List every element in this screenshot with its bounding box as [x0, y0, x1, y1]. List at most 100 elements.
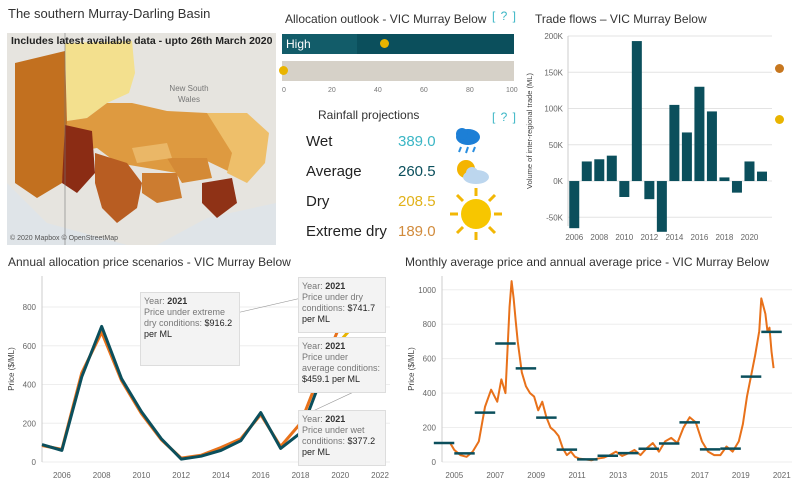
- allocation-high-label: High: [286, 37, 311, 51]
- trade-bar: [619, 181, 630, 197]
- x-tick-label: 2016: [252, 471, 270, 480]
- trade-title: Trade flows – VIC Murray Below: [535, 12, 707, 26]
- y-axis-label: Volume of inter-regional trade (ML): [525, 73, 534, 189]
- x-tick-label: 2020: [331, 471, 349, 480]
- rainfall-value-dry: 208.5: [398, 193, 436, 210]
- rainfall-value-extreme-dry: 189.0: [398, 223, 436, 240]
- trade-bar: [631, 41, 642, 182]
- trade-bar: [644, 181, 655, 200]
- y-tick-label: -50K: [546, 213, 564, 222]
- region-dark-red: [62, 125, 95, 193]
- y-tick-label: 600: [23, 342, 37, 351]
- x-tick-label: 2007: [486, 471, 504, 480]
- y-tick-label: 200K: [544, 32, 563, 41]
- allocation-tick: 40: [374, 87, 382, 94]
- x-tick-label: 2018: [716, 233, 734, 242]
- y-tick-label: 800: [23, 303, 37, 312]
- y-tick-label: 1000: [418, 286, 436, 295]
- rainfall-title: Rainfall projections: [318, 108, 420, 122]
- trade-bar: [719, 177, 730, 182]
- trade-bar: [694, 86, 705, 182]
- allocation-help-button[interactable]: [ ? ]: [492, 9, 518, 23]
- x-tick-label: 2017: [691, 471, 709, 480]
- allocation-axis: 0 20 40 60 80 100: [282, 87, 518, 94]
- x-tick-label: 2020: [741, 233, 759, 242]
- rainfall-label-wet: Wet: [306, 133, 333, 150]
- y-tick-label: 400: [23, 381, 37, 390]
- rainfall-label-extreme-dry: Extreme dry: [306, 223, 387, 240]
- allocation-tick: 80: [466, 87, 474, 94]
- trade-chart[interactable]: -50K 0K 50K 100K 150K 200K Volume of inter-reg…: [520, 26, 795, 248]
- region-north-yellow: [65, 41, 135, 121]
- x-tick-label: 2021: [773, 471, 791, 480]
- rainfall-label-average: Average: [306, 163, 362, 180]
- legend-dot-icon: [775, 115, 784, 124]
- allocation-tick: 20: [328, 87, 336, 94]
- tooltip-dry: Year: 2021 Price under dry conditions: $…: [298, 277, 386, 333]
- map-subtitle: Includes latest available data - upto 26…: [11, 35, 273, 47]
- allocation-bar-high[interactable]: High: [282, 34, 514, 54]
- allocation-bar-2[interactable]: [279, 61, 514, 81]
- x-tick-label: 2018: [292, 471, 310, 480]
- region-west-brown: [15, 51, 67, 198]
- x-tick-label: 2012: [172, 471, 190, 480]
- sun-dot-icon: [279, 66, 288, 75]
- y-tick-label: 600: [423, 355, 437, 364]
- map-title: The southern Murray-Darling Basin: [8, 6, 211, 21]
- map-attribution[interactable]: © 2020 Mapbox © OpenStreetMap: [10, 235, 118, 242]
- x-tick-label: 2014: [212, 471, 230, 480]
- trade-bar: [569, 181, 580, 229]
- allocation-title: Allocation outlook - VIC Murray Below: [285, 12, 487, 26]
- monthly-price-line: [449, 280, 775, 462]
- x-tick-label: 2012: [640, 233, 658, 242]
- map-panel[interactable]: Includes latest available data - upto 26…: [7, 33, 276, 245]
- rainfall-help-button[interactable]: [ ? ]: [492, 110, 518, 124]
- x-tick-label: 2008: [93, 471, 111, 480]
- allocation-bar-high-shade: [282, 34, 357, 54]
- y-tick-label: 400: [423, 389, 437, 398]
- x-tick-label: 2006: [565, 233, 583, 242]
- scenarios-title: Annual allocation price scenarios - VIC …: [8, 255, 291, 269]
- x-tick-label: 2022: [371, 471, 389, 480]
- region-light-patch: [132, 143, 172, 163]
- y-tick-label: 200: [23, 419, 37, 428]
- monthly-chart[interactable]: 0 200 400 600 800 1000 Price ($/ML) 2005 2007 200…: [400, 268, 800, 492]
- tooltip-wet: Year: 2021 Price under wet conditions: $…: [298, 410, 386, 466]
- nsw-label: New South Wales: [169, 84, 209, 104]
- y-axis-label: Price ($/ML): [7, 347, 16, 391]
- y-tick-label: 0: [32, 458, 37, 467]
- region-brown-4: [167, 158, 212, 183]
- legend-dot-icon: [775, 64, 784, 73]
- x-tick-label: 2008: [590, 233, 608, 242]
- x-tick-label: 2014: [665, 233, 683, 242]
- x-tick-label: 2016: [691, 233, 709, 242]
- trade-bar: [656, 181, 667, 232]
- y-axis-label: Price ($/ML): [407, 347, 416, 391]
- monthly-title: Monthly average price and annual average…: [405, 255, 770, 269]
- y-tick-label: 200: [423, 424, 437, 433]
- big-sun-icon: [450, 188, 502, 240]
- tooltip-average: Year: 2021 Price under average condition…: [298, 337, 386, 393]
- region-brown-3: [202, 178, 237, 218]
- region-brown-1: [95, 153, 142, 223]
- rainfall-label-dry: Dry: [306, 193, 330, 210]
- trade-bar: [581, 161, 592, 182]
- x-tick-label: 2005: [445, 471, 463, 480]
- partly-cloudy-icon: [457, 160, 489, 184]
- trade-bar: [606, 155, 617, 182]
- x-tick-label: 2019: [732, 471, 750, 480]
- y-tick-label: 150K: [544, 68, 563, 77]
- x-tick-label: 2009: [527, 471, 545, 480]
- trade-bar: [744, 161, 755, 182]
- x-tick-label: 2011: [568, 471, 586, 480]
- allocation-tick: 100: [506, 87, 518, 94]
- x-tick-label: 2010: [133, 471, 151, 480]
- x-tick-label: 2015: [650, 471, 668, 480]
- rainfall-value-average: 260.5: [398, 163, 436, 180]
- trade-bar: [731, 181, 742, 193]
- trade-bar: [706, 111, 717, 182]
- tooltip-extreme-dry: Year: 2021 Price under extreme dry condi…: [140, 292, 240, 366]
- region-brown-2: [142, 173, 182, 203]
- sun-dot-icon: [380, 39, 389, 48]
- rainfall-value-wet: 389.0: [398, 133, 436, 150]
